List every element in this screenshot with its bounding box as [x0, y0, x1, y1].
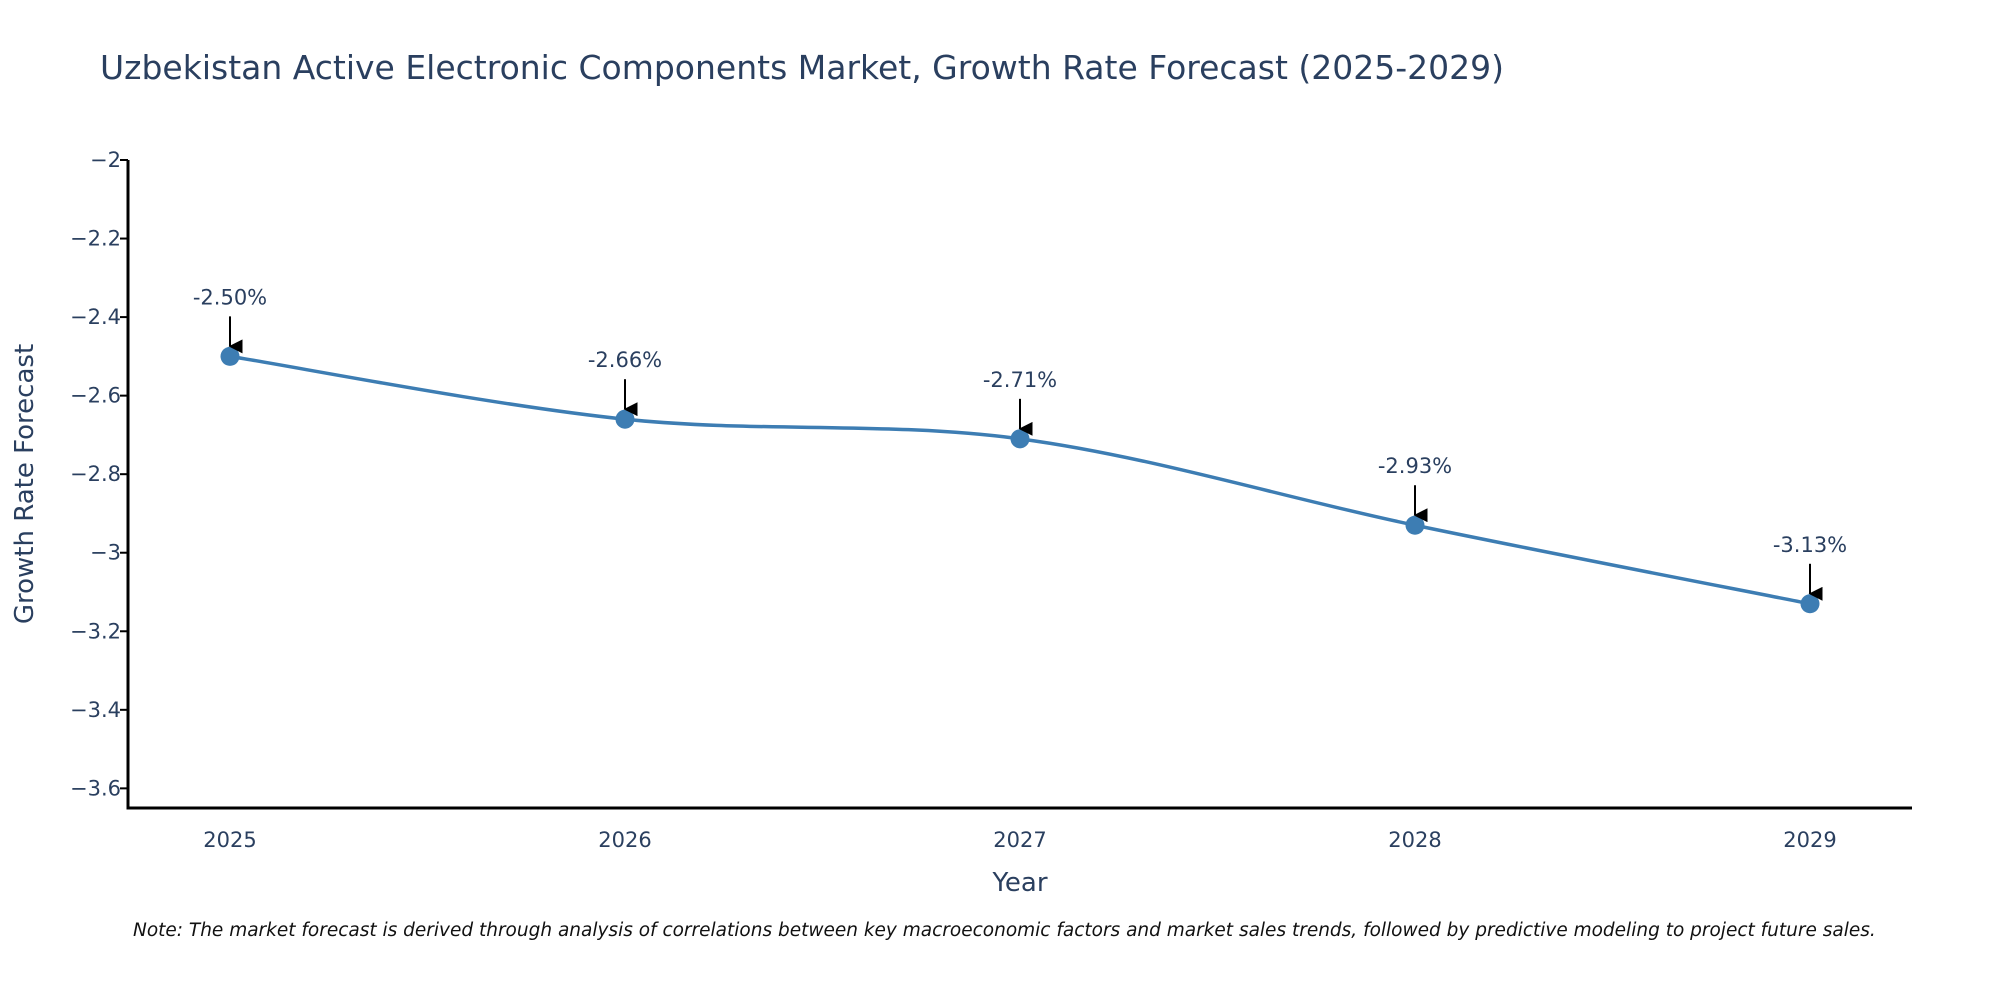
series-line [229, 354, 1811, 606]
data-annotations: -2.50% -2.66% -2.71% -2.93% -3.13% [193, 285, 1847, 601]
x-tick-label: 2028 [1388, 828, 1441, 852]
y-tick-label: −3.4 [70, 698, 121, 722]
y-tick-label: −2 [90, 148, 121, 172]
y-axis-ticks: −2 −2.2 −2.4 −2.6 −2.8 −3 −3.2 −3.4 −3.6 [70, 148, 128, 800]
annotation-label: -2.50% [193, 285, 267, 309]
annotation-label: -2.93% [1378, 454, 1452, 478]
y-axis-title: Growth Rate Forecast [10, 344, 40, 624]
data-point [220, 346, 240, 366]
data-point [615, 409, 635, 429]
x-axis-ticks: 2025 2026 2027 2028 2029 [203, 828, 1836, 852]
data-point [1800, 594, 1820, 614]
y-tick-label: −3.6 [70, 776, 121, 800]
annotation-label: -2.71% [983, 368, 1057, 392]
y-tick-label: −3.2 [70, 619, 121, 643]
data-point [1405, 515, 1425, 535]
x-axis-title: Year [991, 868, 1047, 898]
y-tick-label: −2.6 [70, 384, 121, 408]
y-tick-label: −2.4 [70, 305, 121, 329]
annotation-label: -2.66% [588, 348, 662, 372]
y-tick-label: −3 [90, 541, 121, 565]
x-tick-label: 2026 [598, 828, 651, 852]
chart-title: Uzbekistan Active Electronic Components … [100, 48, 1505, 87]
y-tick-label: −2.8 [70, 462, 121, 486]
annotation-label: -3.13% [1773, 533, 1847, 557]
x-tick-label: 2025 [203, 828, 256, 852]
footnote: Note: The market forecast is derived thr… [133, 920, 1876, 941]
data-point [1010, 429, 1030, 449]
y-tick-label: −2.2 [70, 227, 121, 251]
x-tick-label: 2027 [993, 828, 1046, 852]
x-tick-label: 2029 [1783, 828, 1836, 852]
